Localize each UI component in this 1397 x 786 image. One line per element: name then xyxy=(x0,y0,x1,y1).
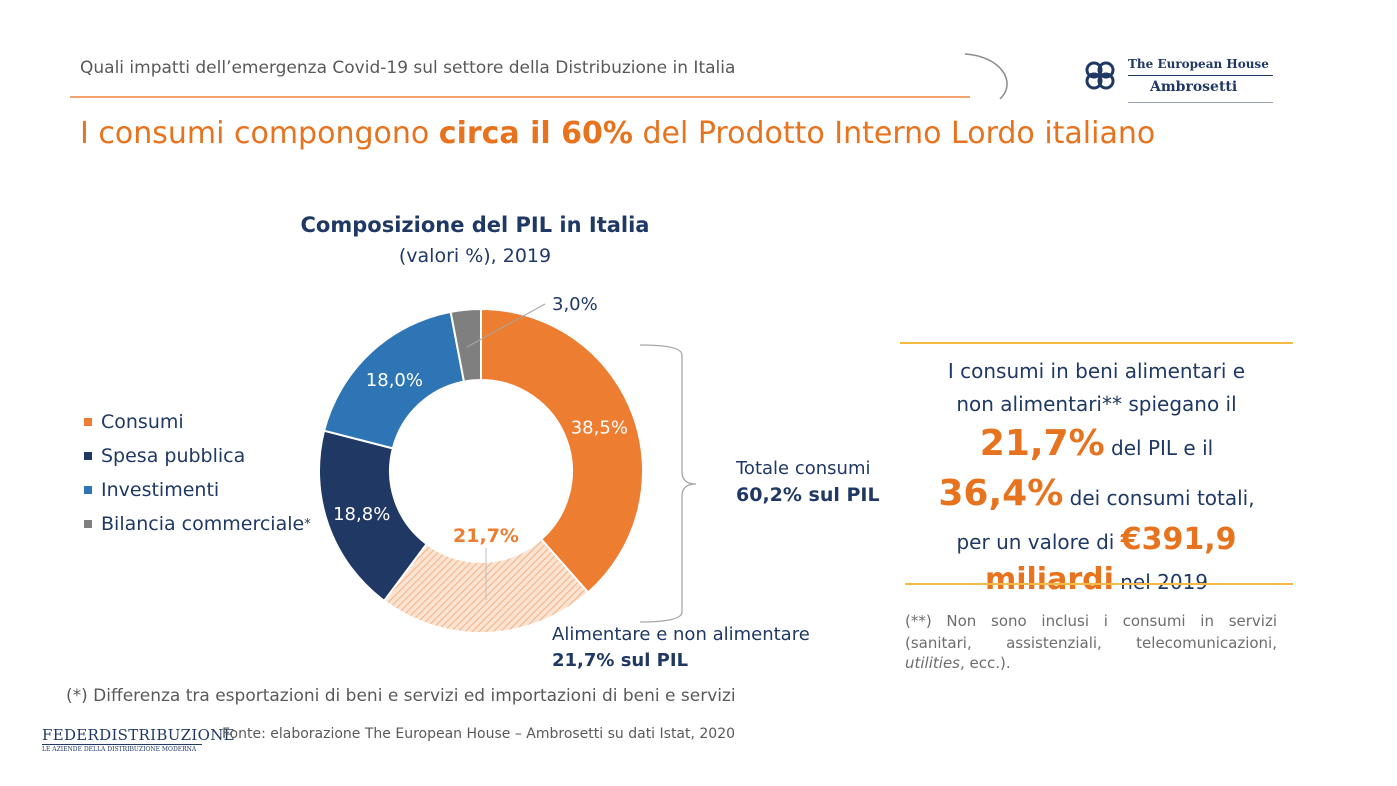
legend-item-spesa-pubblica: Spesa pubblica xyxy=(84,439,311,473)
source-note: Fonte: elaborazione The European House –… xyxy=(222,726,736,742)
logo-text-line2: Ambrosetti xyxy=(1150,79,1238,95)
legend-label: Bilancia commerciale xyxy=(101,513,305,535)
callout-note-line1: (**) Non sono inclusi i consumi in servi… xyxy=(905,612,1277,630)
legend-swatch-spesa-pubblica xyxy=(84,452,92,460)
total-consumi-value: 60,2% sul PIL xyxy=(736,484,880,506)
small-slice-leader xyxy=(466,303,546,348)
legend-label: Consumi xyxy=(101,411,184,433)
callout-top-rule xyxy=(900,342,1293,344)
legend-item-investimenti: Investimenti xyxy=(84,473,311,507)
callout-line5: per un valore di xyxy=(956,530,1121,554)
slice-investimenti xyxy=(322,310,466,450)
slice-consumi xyxy=(480,307,644,594)
header-curve-decoration xyxy=(964,53,1008,100)
chart-subtitle: (valori %), 2019 xyxy=(398,245,552,267)
callout-note-rest: , ecc.). xyxy=(959,654,1011,672)
legend-item-consumi: Consumi xyxy=(84,405,311,439)
chart-title: Composizione del PIL in Italia xyxy=(300,213,650,237)
callout-note: (**) Non sono inclusi i consumi in servi… xyxy=(905,610,1277,654)
logo-text-line1: The European House xyxy=(1128,57,1269,71)
slice-bilancia-commerciale xyxy=(449,307,482,383)
legend-label: Spesa pubblica xyxy=(101,445,246,467)
ambrosetti-logo-icon xyxy=(1085,61,1115,90)
food-consumi-value: 21,7% sul PIL xyxy=(552,650,689,671)
callout-note-line2: (sanitari, assistenziali, telecomunicazi… xyxy=(905,634,1277,652)
page-title-part1: I consumi compongono xyxy=(80,116,439,151)
footnote: (*) Differenza tra esportazioni di beni … xyxy=(66,686,736,706)
callout-note-italic: utilities xyxy=(905,654,960,672)
callout-box: I consumi in beni alimentari e non alime… xyxy=(900,355,1293,601)
legend-swatch-investimenti xyxy=(84,486,92,494)
legend-swatch-consumi xyxy=(84,418,92,426)
federdistribuzione-logo: FEDERDISTRIBUZIONE xyxy=(42,726,235,744)
callout-line2: non alimentari** spiegano il xyxy=(956,392,1237,416)
callout-bottom-rule xyxy=(905,583,1293,585)
legend-swatch-bilancia xyxy=(84,520,92,528)
chart-legend: Consumi Spesa pubblica Investimenti Bila… xyxy=(84,405,311,541)
legend-label: Investimenti xyxy=(101,479,220,501)
callout-line1: I consumi in beni alimentari e xyxy=(947,359,1246,383)
logo-underline xyxy=(1128,102,1273,103)
slice-label: 18,8% xyxy=(333,504,390,525)
callout-value: €391,9 xyxy=(1120,522,1237,557)
logo-rule xyxy=(1128,75,1273,76)
callout-line6: nel 2019 xyxy=(1113,570,1209,594)
page-title-part2: del Prodotto Interno Lordo italiano xyxy=(632,116,1156,151)
slice-label: 38,5% xyxy=(571,417,628,438)
federdistribuzione-tagline: LE AZIENDE DELLA DISTRIBUZIONE MODERNA xyxy=(42,746,197,753)
consumi-bracket xyxy=(639,344,697,623)
slice-spesa-pubblica xyxy=(318,429,428,603)
slice-label: 3,0% xyxy=(552,294,598,315)
callout-value2: miliardi xyxy=(984,562,1114,597)
callout-pct1: 21,7% xyxy=(979,423,1105,464)
breadcrumb: Quali impatti dell’emergenza Covid-19 su… xyxy=(80,58,736,78)
fed-logo-rule xyxy=(42,744,202,745)
slice-label: 21,7% xyxy=(453,525,519,547)
page-title-bold: circa il 60% xyxy=(438,116,633,151)
slice-label: 18,0% xyxy=(366,370,423,391)
food-consumi-label: Alimentare e non alimentare xyxy=(552,624,810,645)
header-divider xyxy=(70,96,970,98)
callout-line3: del PIL e il xyxy=(1104,436,1214,460)
total-consumi-label: Totale consumi xyxy=(736,458,871,479)
callout-pct2: 36,4% xyxy=(938,473,1064,514)
legend-item-bilancia-commerciale: Bilancia commerciale * xyxy=(84,507,311,541)
callout-line4: dei consumi totali, xyxy=(1063,486,1255,510)
callout-note-line3: utilities, ecc.). xyxy=(905,654,1011,672)
page-title: I consumi compongono circa il 60% del Pr… xyxy=(80,116,1155,151)
legend-asterisk: * xyxy=(304,516,311,532)
